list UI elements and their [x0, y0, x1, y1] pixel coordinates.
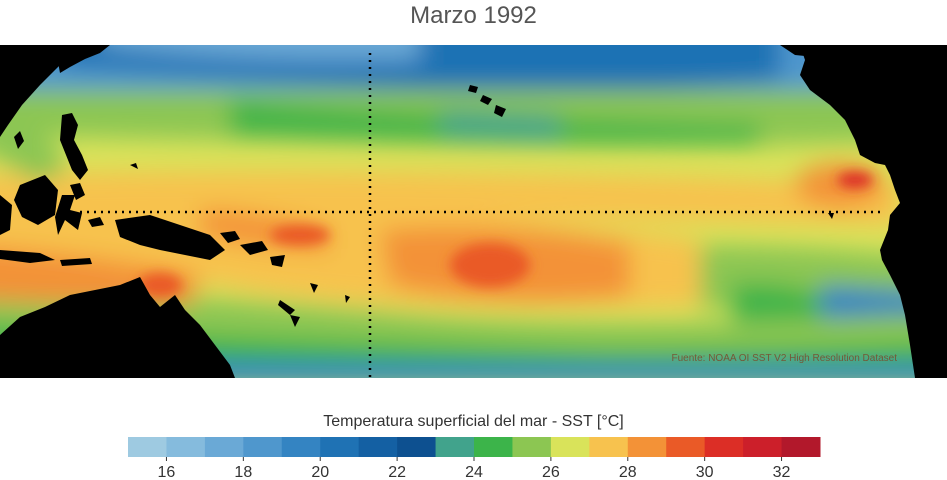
land-masses [0, 45, 947, 378]
colorbar-swatch [704, 437, 744, 457]
colorbar-swatch [358, 437, 398, 457]
source-note: Fuente: NOAA OI SST V2 High Resolution D… [672, 353, 898, 364]
colorbar-swatch [435, 437, 475, 457]
colorbar-swatch [320, 437, 360, 457]
landmass-caribbean [870, 125, 915, 145]
colorbar-swatch [397, 437, 437, 457]
landmass-new-caledonia [278, 300, 295, 315]
colorbar-tick-label: 26 [542, 464, 560, 480]
colorbar-ticks: 16 18 20 22 24 26 28 30 32 [158, 457, 791, 480]
colorbar-tick-label: 16 [158, 464, 176, 480]
colorbar-swatch [474, 437, 513, 457]
landmass-japan [55, 45, 110, 73]
colorbar: 16 18 20 22 24 26 28 30 32 [128, 437, 821, 480]
sst-map: Fuente: NOAA OI SST V2 High Resolution D… [0, 45, 947, 378]
landmass-java [0, 250, 55, 263]
colorbar-swatches [128, 437, 821, 457]
landmass-north-america [800, 45, 947, 378]
colorbar-tick-label: 18 [234, 464, 252, 480]
colorbar-swatch [781, 437, 821, 457]
colorbar-swatch [204, 437, 244, 457]
colorbar-swatch [243, 437, 283, 457]
colorbar-swatch [743, 437, 783, 457]
colorbar-tick-label: 22 [388, 464, 406, 480]
landmass-sumatra [0, 195, 12, 235]
sst-field [0, 45, 947, 378]
colorbar-swatch [281, 437, 321, 457]
colorbar-swatch [589, 437, 629, 457]
colorbar-swatch [627, 437, 667, 457]
map-title: Marzo 1992 [410, 2, 537, 29]
colorbar-swatch [128, 437, 167, 457]
landmass-asia [0, 45, 95, 137]
colorbar-swatch [666, 437, 706, 457]
landmass-australia [0, 277, 235, 378]
landmass-sulawesi [55, 195, 82, 235]
colorbar-tick-label: 30 [696, 464, 714, 480]
colorbar-swatch [512, 437, 552, 457]
landmass-new-guinea [115, 215, 225, 260]
colorbar-tick-label: 24 [465, 464, 483, 480]
colorbar-swatch [166, 437, 206, 457]
colorbar-tick-label: 20 [311, 464, 329, 480]
landmass-taiwan [14, 131, 24, 149]
landmass-borneo [14, 175, 58, 225]
colorbar-tick-label: 32 [773, 464, 791, 480]
colorbar-tick-label: 28 [619, 464, 637, 480]
colorbar-label: Temperatura superficial del mar - SST [°… [323, 413, 624, 430]
landmass-philippines [60, 113, 88, 180]
landmass-hawaii [468, 85, 478, 93]
colorbar-swatch [550, 437, 590, 457]
